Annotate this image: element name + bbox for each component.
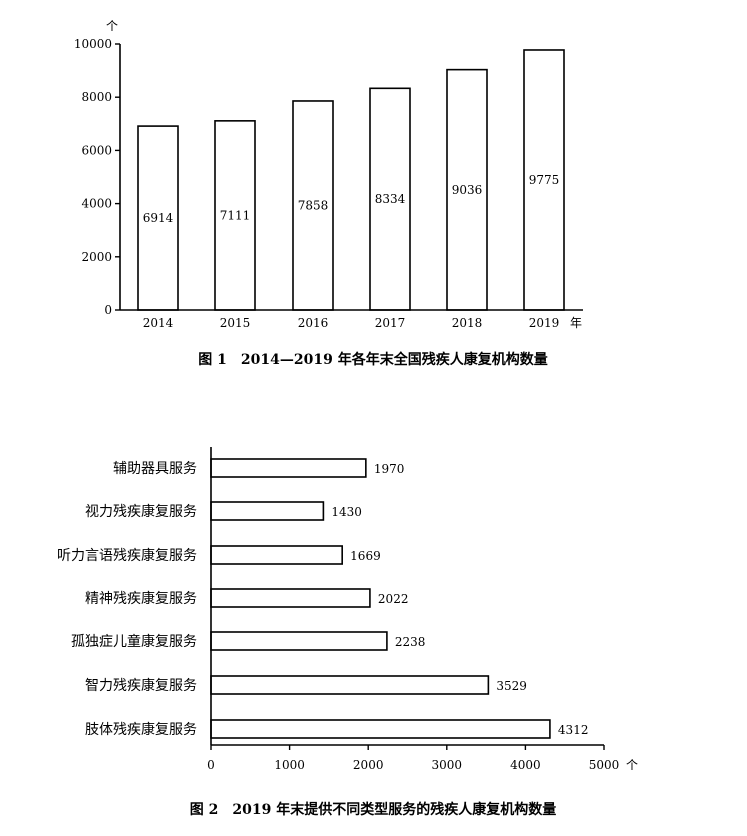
category-label: 视力残疾康复服务 [85, 503, 197, 520]
category-label: 辅助器具服务 [113, 461, 197, 477]
bar-听力言语残疾康复服务 [210, 545, 343, 565]
y-tick-label: 0 [104, 303, 112, 317]
bar-value-label: 6914 [143, 211, 174, 225]
bar-value-label: 2022 [378, 592, 409, 606]
bar-value-label: 9036 [452, 183, 483, 197]
bar-value-label: 4312 [558, 723, 589, 737]
category-label: 肢体残疾康复服务 [85, 721, 197, 738]
bar-value-label: 1970 [374, 462, 405, 476]
bar-value-label: 1430 [331, 505, 362, 519]
chart-1-caption: 图 1 2014—2019 年各年末全国残疾人康复机构数量 [198, 351, 547, 368]
bar-视力残疾康复服务 [210, 501, 325, 521]
y-tick-label: 10000 [74, 37, 112, 51]
y-axis-unit: 个 [106, 19, 118, 33]
x-tick-label: 2019 [529, 316, 560, 330]
bar-2018 [446, 68, 488, 311]
x-tick-label: 2015 [220, 316, 251, 330]
bar-value-label: 3529 [496, 679, 527, 693]
bar-value-label: 1669 [350, 549, 381, 563]
category-label: 精神残疾康复服务 [85, 590, 197, 607]
bar-肢体残疾康复服务 [210, 719, 551, 739]
x-tick-label: 5000 [589, 758, 620, 772]
bar-孤独症儿童康复服务 [210, 631, 388, 651]
x-tick-label: 2000 [353, 758, 384, 772]
x-tick-label: 1000 [274, 758, 305, 772]
y-tick-label: 8000 [81, 90, 112, 104]
x-tick-label: 3000 [432, 758, 463, 772]
y-tick-label: 2000 [81, 250, 112, 264]
x-tick-label: 2016 [298, 316, 329, 330]
bar-value-label: 7111 [220, 208, 251, 222]
bar-2019 [523, 49, 565, 311]
bar-value-label: 9775 [529, 173, 560, 187]
x-axis-unit-2: 个 [626, 758, 638, 772]
x-tick-label: 4000 [510, 758, 541, 772]
category-label: 智力残疾康复服务 [85, 677, 197, 694]
chart-annual-institutions: 0 2000 4000 6000 8000 10000 6914 7111 7858 8334 9… [74, 19, 583, 368]
bar-2015 [214, 120, 256, 311]
x-tick-label: 2018 [452, 316, 483, 330]
bar-value-label: 8334 [375, 192, 406, 206]
category-label: 孤独症儿童康复服务 [71, 633, 197, 650]
bar-2016 [292, 100, 334, 311]
x-tick-label: 2017 [375, 316, 406, 330]
bar-精神残疾康复服务 [210, 588, 371, 608]
bar-辅助器具服务 [210, 458, 367, 478]
y-tick-label: 4000 [81, 197, 112, 211]
chart-2-caption: 图 2 2019 年末提供不同类型服务的残疾人康复机构数量 [190, 801, 556, 818]
x-axis-unit: 年 [570, 316, 582, 330]
x-tick-label: 0 [207, 758, 215, 772]
bar-智力残疾康复服务 [210, 675, 490, 695]
bar-value-label: 2238 [395, 635, 426, 649]
bar-value-label: 7858 [298, 198, 329, 212]
x-tick-label: 2014 [143, 316, 174, 330]
y-tick-label: 6000 [81, 143, 112, 157]
category-label: 听力言语残疾康复服务 [57, 547, 197, 564]
